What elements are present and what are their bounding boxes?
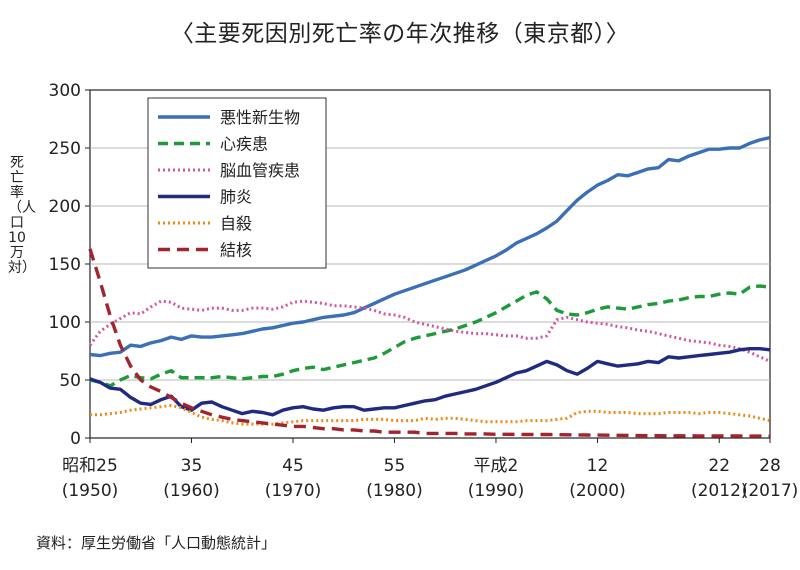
x-tick-label: 28 — [759, 456, 781, 476]
x-tick-sublabel: (1960) — [163, 481, 220, 501]
x-axis-ticks: 昭和25 (1950) 35 (1960) 45 (1970) 55 (1980) 平成2 (19… — [62, 438, 799, 501]
x-tick-sublabel: (1990) — [468, 481, 525, 501]
legend-label-3: 脳血管疾患 — [220, 161, 300, 180]
x-tick-sublabel: (1970) — [265, 481, 322, 501]
series-line-2 — [89, 284, 771, 388]
series-lines — [88, 135, 771, 438]
y-tick-label: 200 — [49, 197, 81, 217]
chart-title: 〈主要死因別死亡率の年次推移（東京都）〉 — [170, 21, 630, 47]
x-tick-label: 平成2 — [474, 456, 519, 476]
x-tick-label: 45 — [282, 456, 304, 476]
legend-label-2: 心疾患 — [220, 135, 268, 154]
x-tick-sublabel: (2017) — [742, 481, 799, 501]
series-line-6 — [88, 248, 771, 438]
x-tick-label: 55 — [384, 456, 406, 476]
x-tick-label: 22 — [708, 456, 730, 476]
series-line-3 — [88, 299, 771, 363]
source-note: 資料：厚生労働省「人口動態統計」 — [36, 534, 277, 552]
legend-label-4: 肺炎 — [220, 188, 252, 207]
legend-label-6: 結核 — [220, 241, 252, 260]
legend-label-1: 悪性新生物 — [220, 108, 300, 127]
y-tick-label: 100 — [49, 313, 81, 333]
y-axis-ticks: 0 50 100 150 200 250 300 — [49, 81, 90, 449]
series-line-1 — [89, 135, 771, 358]
series-line-5 — [90, 404, 771, 426]
x-tick-label: 昭和25 — [62, 456, 118, 476]
legend-box — [147, 97, 327, 269]
x-tick-label: 12 — [587, 456, 609, 476]
legend-label-5: 自殺 — [220, 214, 252, 233]
y-axis-label: 死亡率（人口10万対） — [8, 155, 36, 276]
y-tick-label: 50 — [59, 371, 81, 391]
y-tick-label: 300 — [49, 81, 81, 101]
y-tick-label: 0 — [70, 429, 81, 449]
y-tick-label: 150 — [49, 255, 81, 275]
series-line-4 — [89, 347, 771, 417]
x-tick-sublabel: (1980) — [366, 481, 423, 501]
x-tick-sublabel: (2000) — [569, 481, 626, 501]
y-tick-label: 250 — [49, 139, 81, 159]
x-tick-label: 35 — [181, 456, 203, 476]
x-tick-sublabel: (2012) — [691, 481, 748, 501]
x-tick-sublabel: (1950) — [62, 481, 119, 501]
